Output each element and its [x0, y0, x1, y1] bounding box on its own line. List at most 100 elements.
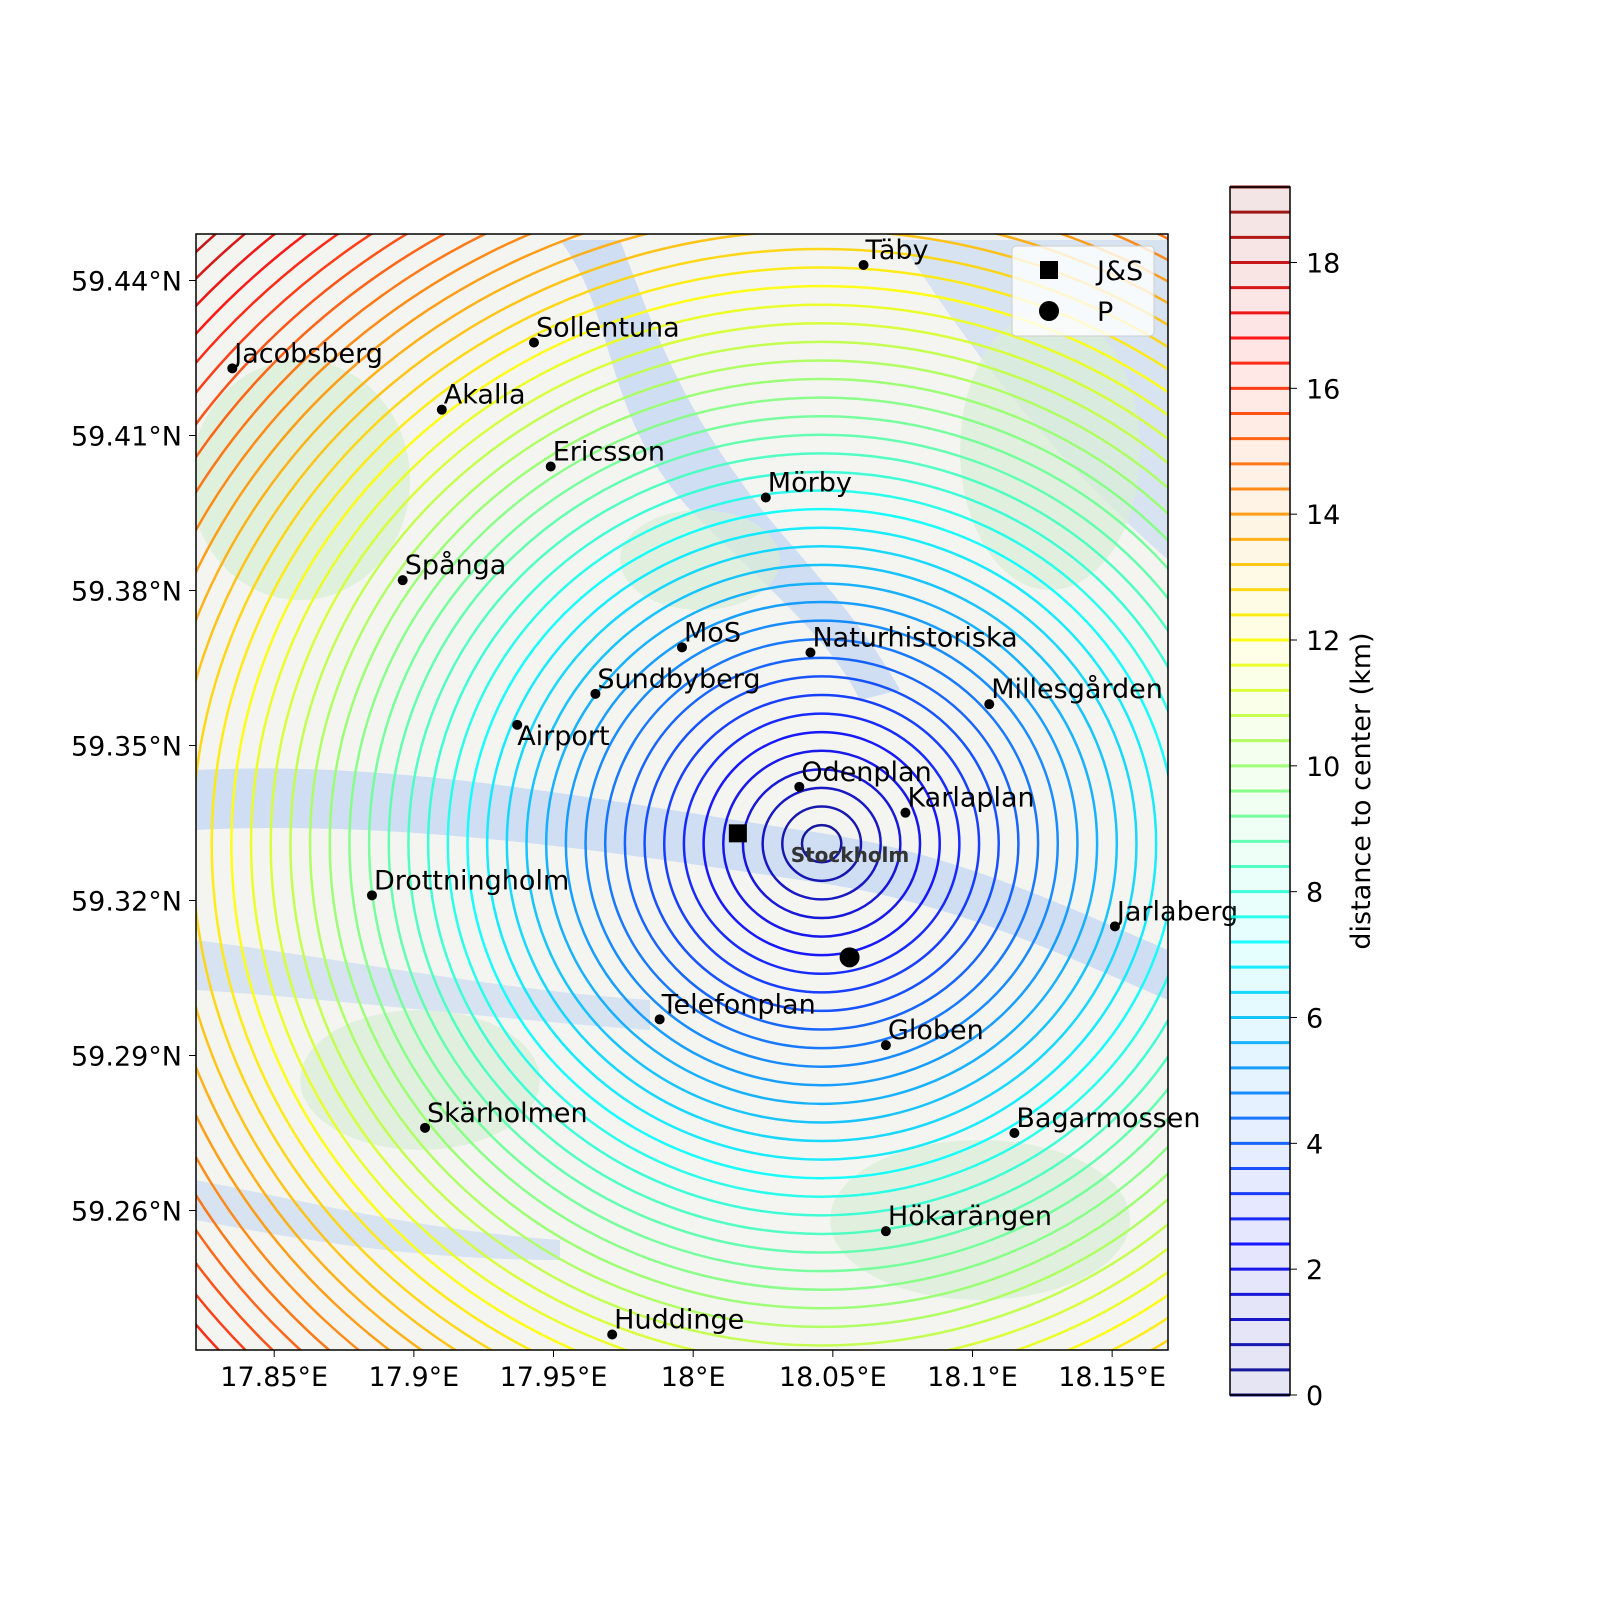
- legend-square: [1040, 261, 1058, 279]
- colorbar-tick-label: 10: [1306, 752, 1340, 783]
- colorbar-band: [1230, 564, 1290, 590]
- place-point: [880, 1040, 891, 1051]
- y-tick-label: 59.26°N: [71, 1197, 182, 1228]
- contour-ring: [269, 322, 1168, 1350]
- colorbar-band: [1230, 237, 1290, 263]
- place-label: Ericsson: [553, 437, 665, 468]
- colorbar-band: [1230, 1143, 1290, 1169]
- place-label: Millesgården: [991, 674, 1163, 705]
- colorbar-band: [1230, 287, 1290, 313]
- colorbar-band: [1230, 1118, 1290, 1144]
- contour-ring: [249, 303, 1168, 1350]
- colorbar-band: [1230, 438, 1290, 464]
- place-label: Odenplan: [801, 757, 931, 788]
- x-tick-label: 17.95°E: [500, 1362, 608, 1393]
- place-point: [677, 642, 687, 653]
- contour-ring: [741, 768, 902, 920]
- colorbar-band: [1230, 1319, 1290, 1345]
- place-label: Airport: [517, 721, 609, 752]
- place-label: Globen: [888, 1015, 984, 1046]
- place-point: [654, 1014, 665, 1025]
- colorbar-band: [1230, 916, 1290, 942]
- y-tick-label: 59.35°N: [71, 732, 182, 763]
- colorbar-band: [1230, 1093, 1290, 1119]
- place-point: [545, 461, 556, 472]
- colorbar-tick-label: 0: [1306, 1381, 1323, 1412]
- contour-ring: [623, 656, 1020, 1031]
- contour-ring: [564, 600, 1079, 1087]
- colorbar-band: [1230, 992, 1290, 1018]
- contour-ring: [348, 396, 1168, 1291]
- contour-ring: [387, 433, 1168, 1254]
- colorbar-band: [1230, 740, 1290, 766]
- colorbar-band: [1230, 187, 1290, 213]
- colorbar-tick-label: 18: [1306, 249, 1340, 280]
- place-label: Akalla: [444, 380, 526, 411]
- colorbar-tick-label: 8: [1306, 878, 1323, 909]
- colorbar-band: [1230, 363, 1290, 389]
- contour-ring: [466, 507, 1168, 1180]
- contour-ring: [407, 452, 1168, 1236]
- colorbar-band: [1230, 614, 1290, 640]
- colorbar-band: [1230, 1344, 1290, 1370]
- colorbar-band: [1230, 388, 1290, 414]
- place-point: [227, 363, 238, 374]
- place-label: Täby: [865, 235, 929, 266]
- place-point: [1009, 1128, 1020, 1138]
- place-label: Sollentuna: [536, 313, 680, 344]
- contour-ring: [761, 786, 882, 901]
- contour-ring: [584, 619, 1060, 1068]
- legend-label: J&S: [1095, 256, 1143, 287]
- contour-ring: [505, 545, 1138, 1143]
- contour-ring: [289, 340, 1168, 1347]
- colorbar-band: [1230, 1067, 1290, 1093]
- contour-ring: [367, 415, 1168, 1273]
- place-point: [512, 719, 523, 730]
- colorbar-band: [1230, 338, 1290, 364]
- y-tick-label: 59.29°N: [71, 1042, 182, 1073]
- contour-ring: [544, 582, 1099, 1106]
- place-label: Spånga: [405, 550, 507, 581]
- colorbar-band: [1230, 312, 1290, 338]
- place-point: [1109, 921, 1120, 932]
- colorbar-band: [1230, 690, 1290, 716]
- place-point: [397, 575, 408, 586]
- place-point: [794, 781, 805, 792]
- place-label: Naturhistoriska: [812, 623, 1017, 654]
- colorbar-tick-label: 6: [1306, 1004, 1323, 1035]
- colorbar-tick-label: 14: [1306, 500, 1340, 531]
- place-point: [528, 337, 539, 348]
- colorbar-band: [1230, 463, 1290, 489]
- colorbar-band: [1230, 765, 1290, 791]
- contour-ring: [196, 247, 1168, 1350]
- place-point: [760, 492, 771, 503]
- place-label: Bagarmossen: [1016, 1103, 1200, 1134]
- x-tick-label: 18.1°E: [927, 1362, 1018, 1393]
- contour-ring: [682, 712, 961, 976]
- x-tick-label: 18.15°E: [1058, 1362, 1166, 1393]
- y-tick-label: 59.32°N: [71, 887, 182, 918]
- y-tick-label: 59.44°N: [71, 267, 182, 298]
- colorbar-band: [1230, 413, 1290, 439]
- place-point: [590, 688, 601, 699]
- axes-frame: [195, 233, 1169, 1351]
- colorbar-band: [1230, 262, 1290, 288]
- contour-ring: [662, 693, 981, 994]
- colorbar-tick-label: 4: [1306, 1129, 1323, 1160]
- colorbar-band: [1230, 1168, 1290, 1194]
- colorbar-tick-label: 16: [1306, 374, 1340, 405]
- contour-ring: [328, 377, 1168, 1310]
- colorbar-frame: [1229, 186, 1291, 1396]
- place-label: Drottningholm: [374, 865, 569, 896]
- place-point: [366, 890, 377, 901]
- legend-label: P: [1097, 297, 1113, 328]
- colorbar-band: [1230, 1244, 1290, 1270]
- place-point: [984, 699, 995, 710]
- colorbar-band: [1230, 1294, 1290, 1320]
- colorbar-band: [1230, 514, 1290, 540]
- place-label: Mörby: [768, 468, 852, 499]
- x-tick-label: 17.9°E: [369, 1362, 460, 1393]
- legend-circle: [1039, 301, 1059, 321]
